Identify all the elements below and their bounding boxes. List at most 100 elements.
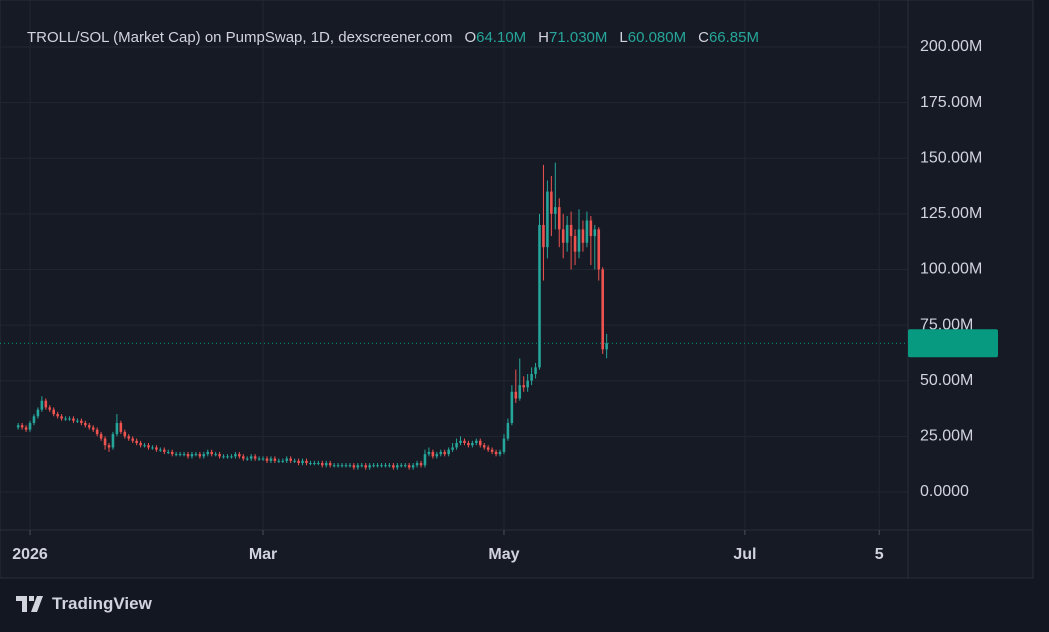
candle-body [127, 436, 131, 439]
candle-body [478, 440, 482, 446]
candle-body [423, 454, 427, 466]
candle-body [407, 465, 411, 468]
legend-key: O [464, 29, 477, 46]
candle-body [139, 443, 142, 446]
candle-body [427, 451, 431, 455]
candle-body [415, 463, 419, 466]
legend-value: 71.030M [549, 29, 608, 46]
candle-body [396, 465, 399, 468]
candle-body [494, 451, 498, 455]
legend-value: 60.080M [627, 29, 687, 46]
candle-body [561, 229, 565, 243]
candle-body [52, 409, 55, 415]
y-tick-label: 175.00M [920, 94, 982, 111]
candle-body [48, 407, 52, 410]
candle-body [447, 449, 450, 455]
candle-body [605, 343, 608, 350]
legend-value: 66.85M [708, 29, 759, 46]
candle-body [257, 458, 261, 460]
x-tick-label: May [488, 546, 519, 563]
candle-body [289, 458, 292, 461]
candle-body [72, 418, 75, 421]
candle-body [490, 449, 494, 452]
candle-body [84, 422, 87, 426]
candle-body [542, 224, 545, 248]
candle-body [538, 224, 541, 368]
candle-body [269, 458, 273, 461]
legend-key: L [619, 29, 628, 46]
candle-body [514, 391, 518, 399]
candle-body [581, 229, 585, 243]
y-tick-label: 50.00M [920, 372, 973, 389]
candle-body [411, 465, 415, 468]
candle-body [348, 465, 352, 467]
candle-body [352, 465, 356, 468]
candle-body [147, 445, 150, 448]
brand[interactable]: TradingView [16, 594, 152, 614]
candle-body [585, 220, 589, 243]
candle-body [305, 460, 308, 464]
candle-body [40, 400, 44, 410]
candle-body [498, 451, 502, 455]
legend-key: C [698, 29, 709, 46]
candle-body [565, 224, 569, 243]
candle-body [344, 465, 348, 467]
candle-body [522, 385, 525, 388]
candle-body [455, 443, 458, 448]
candle-body [439, 451, 443, 455]
candle-body [317, 463, 320, 465]
candle-body [44, 400, 48, 408]
candle-body [107, 445, 111, 448]
candle-body [206, 451, 210, 455]
legend-title: TROLL/SOL (Market Cap) on PumpSwap, 1D, … [27, 29, 453, 46]
candle-body [174, 454, 178, 456]
candle-body [356, 465, 360, 468]
candle-body [76, 420, 79, 422]
candle-body [463, 440, 466, 444]
candle-body [573, 236, 577, 252]
candle-body [36, 409, 40, 417]
candle-body [530, 374, 533, 381]
candle-body [459, 440, 462, 444]
candle-body [166, 451, 170, 453]
candle-body [186, 454, 190, 457]
candle-body [467, 443, 470, 446]
candle-body [163, 449, 166, 452]
candle-body [91, 427, 95, 430]
candle-body [557, 207, 561, 230]
candle-body [577, 229, 581, 252]
candle-body [593, 229, 597, 237]
candle-body [198, 454, 202, 457]
candle-body [159, 449, 162, 451]
candle-body [28, 422, 32, 430]
y-tick-label: 25.00M [920, 428, 973, 445]
candle-body [336, 465, 340, 467]
candle-body [475, 440, 478, 444]
candle-body [301, 460, 304, 464]
candle-body [526, 380, 529, 388]
candle-body [597, 229, 601, 270]
candle-body [170, 451, 174, 455]
candle-body [135, 440, 138, 444]
candle-body [24, 427, 28, 430]
x-tick-label: Jul [733, 546, 756, 563]
candle-body [119, 422, 123, 432]
candle-body [103, 438, 107, 446]
candle-body [601, 269, 604, 350]
candle-body [546, 191, 549, 248]
y-tick-label: 150.00M [920, 149, 982, 166]
candle-body [534, 367, 537, 375]
candle-body [328, 463, 332, 466]
candle-body [190, 454, 194, 457]
y-tick-label: 100.00M [920, 261, 982, 278]
candle-body [234, 454, 237, 457]
candle-body [194, 454, 198, 456]
candle-body [388, 465, 391, 467]
candle-body [285, 458, 289, 461]
candle-body [431, 451, 435, 457]
brand-logo [16, 596, 43, 612]
y-tick-label: 125.00M [920, 205, 982, 222]
x-tick-label: 2026 [12, 546, 48, 563]
candle-body [435, 454, 439, 457]
